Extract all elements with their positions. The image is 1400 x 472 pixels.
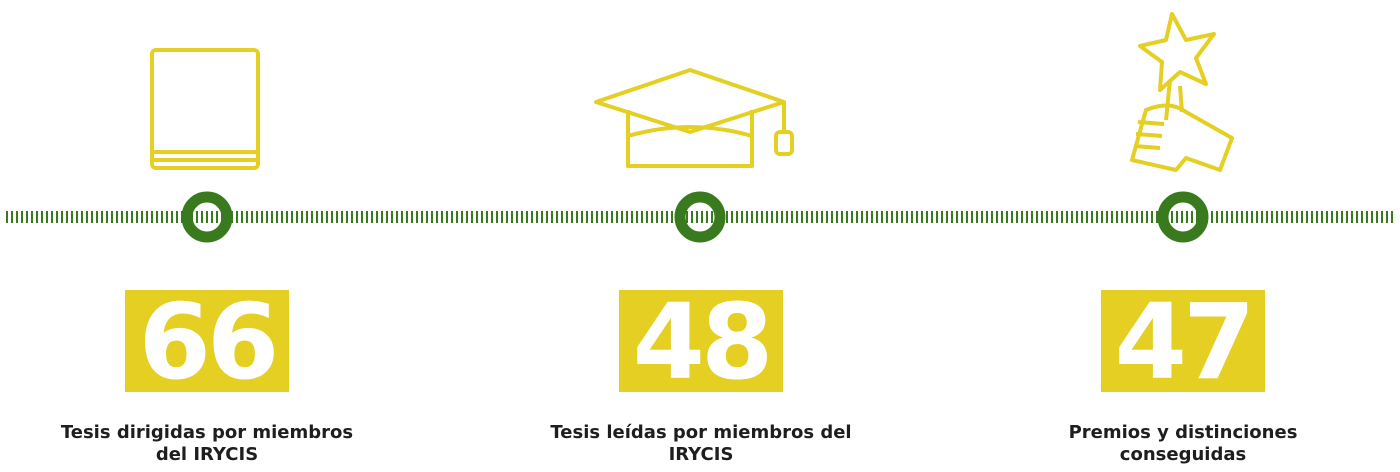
stat-label: Tesis dirigidas por miembros del IRYCIS	[60, 422, 354, 465]
book-icon	[150, 48, 260, 170]
stat-value: 66	[125, 290, 289, 394]
node	[1157, 191, 1209, 243]
stat-label: Tesis leídas por miembros del IRYCIS	[550, 422, 852, 465]
stat-label: Premios y distinciones conseguidas	[1068, 422, 1298, 465]
cap-icon	[594, 68, 794, 168]
stat-value: 48	[619, 290, 783, 394]
timeline-nodes	[181, 191, 1209, 243]
trophy-icon	[1130, 12, 1234, 172]
stat-value: 47	[1101, 290, 1265, 394]
node	[181, 191, 233, 243]
node	[674, 191, 726, 243]
